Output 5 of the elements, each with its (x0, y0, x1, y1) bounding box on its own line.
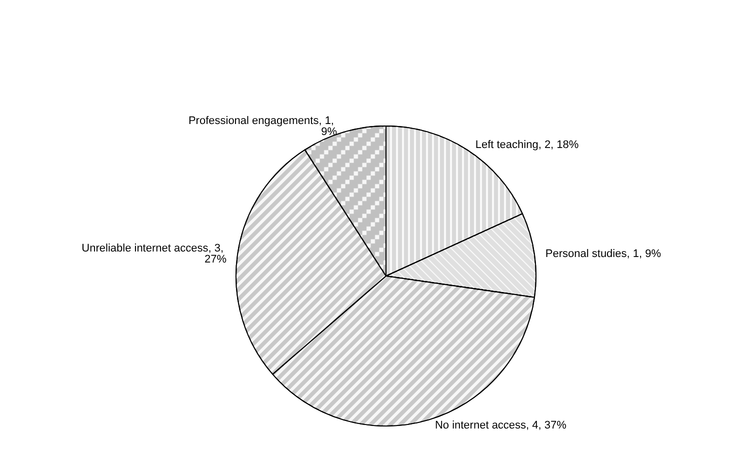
slice-label: Personal studies, 1, 9% (545, 248, 662, 260)
slice-label: Unreliable internet access, 3, 27% (82, 242, 227, 266)
slice-label: Professional engagements, 1, 9% (188, 114, 338, 138)
slice-label: No internet access, 4, 37% (434, 420, 567, 432)
slice-label: Left teaching, 2, 18% (475, 138, 579, 151)
